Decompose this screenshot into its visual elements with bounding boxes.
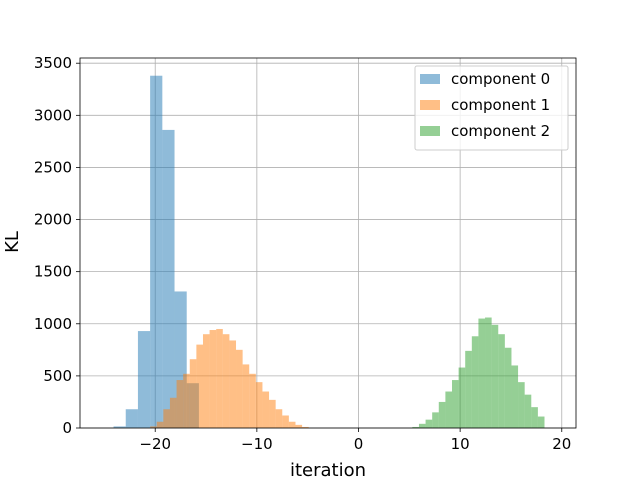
- series-1-bar-17: [262, 391, 270, 428]
- series-2-bar-19: [537, 416, 545, 428]
- legend-label-2: component 2: [451, 122, 550, 140]
- series-2-bars: [412, 317, 545, 428]
- legend: component 0 component 1 component 2: [414, 65, 569, 151]
- legend-label-1: component 1: [451, 96, 550, 114]
- series-1-bar-5: [183, 373, 190, 428]
- y-tick-label-3: 1500: [34, 263, 72, 281]
- series-1-bar-23: [302, 426, 309, 428]
- series-1-bar-21: [288, 421, 296, 428]
- series-1-bar-19: [275, 409, 283, 428]
- series-1-bar-3: [169, 397, 177, 428]
- series-2-bar-3: [432, 412, 439, 428]
- series-1-bar-10: [216, 328, 223, 428]
- series-1-bar-0: [150, 426, 157, 428]
- series-1-bar-22: [295, 424, 303, 428]
- x-tick-label-2: 0: [354, 435, 364, 453]
- x-tick-label-1: −10: [241, 435, 273, 453]
- x-tick-label-3: 10: [451, 435, 470, 453]
- series-1-bar-14: [242, 364, 250, 428]
- series-2-bar-14: [504, 347, 512, 428]
- series-0-bar-4: [162, 129, 175, 428]
- series-2-bar-13: [498, 334, 505, 428]
- series-2-bar-5: [445, 391, 452, 428]
- legend-swatch-0: [420, 74, 440, 84]
- series-1-bar-7: [196, 344, 203, 428]
- series-1-bar-1: [156, 421, 164, 428]
- y-tick-label-0: 0: [62, 419, 72, 437]
- series-0-bar-0: [113, 426, 126, 428]
- series-1-bar-15: [249, 373, 256, 428]
- x-axis-label: iteration: [290, 460, 366, 480]
- series-2-bar-2: [425, 419, 433, 428]
- y-tick-label-5: 2500: [34, 158, 72, 176]
- y-axis-label: KL: [2, 231, 23, 253]
- y-tick-label-2: 1000: [34, 315, 72, 333]
- series-1-bar-11: [222, 334, 230, 428]
- y-tick-label-1: 500: [43, 367, 72, 385]
- x-axis-ticks: −20 −10 0 10 20: [139, 428, 571, 453]
- series-2-bar-12: [491, 324, 499, 428]
- series-0-bar-2: [137, 331, 151, 428]
- series-2-bar-8: [465, 350, 472, 428]
- series-1-bar-6: [189, 359, 197, 428]
- x-tick-label-0: −20: [139, 435, 171, 453]
- x-tick-label-4: 20: [552, 435, 571, 453]
- y-tick-label-4: 2000: [34, 211, 72, 229]
- legend-swatch-1: [420, 100, 440, 110]
- series-2-bar-9: [471, 336, 479, 428]
- series-0-bar-1: [125, 409, 138, 428]
- series-2-bar-18: [531, 407, 538, 428]
- series-1-bar-12: [229, 340, 237, 428]
- series-1-bar-18: [269, 399, 276, 428]
- legend-swatch-2: [420, 126, 440, 136]
- series-1-bar-9: [209, 330, 217, 428]
- histogram-bars: [113, 75, 545, 428]
- y-axis-ticks: 0 500 1000 1500 2000 2500 3000 3500: [34, 54, 80, 437]
- series-2-bar-11: [485, 317, 492, 428]
- series-2-bar-7: [458, 367, 466, 428]
- series-2-bar-17: [524, 394, 532, 428]
- y-tick-label-6: 3000: [34, 106, 72, 124]
- plot-frame: [79, 57, 577, 429]
- series-1-bar-4: [176, 380, 184, 428]
- series-2-bar-16: [518, 382, 525, 428]
- series-2-bar-10: [478, 318, 486, 428]
- series-1-bar-2: [163, 409, 170, 428]
- legend-box: [414, 65, 569, 151]
- series-1-bar-13: [236, 349, 243, 428]
- series-2-bar-4: [438, 401, 446, 428]
- series-1-bars: [150, 328, 309, 428]
- series-2-bar-6: [452, 380, 459, 428]
- axes-frame: [79, 57, 577, 429]
- series-2-bar-1: [418, 423, 426, 428]
- series-2-bar-15: [511, 365, 519, 428]
- series-2-bar-0: [412, 426, 419, 428]
- series-0-bar-3: [150, 75, 163, 428]
- series-1-bar-16: [255, 382, 263, 428]
- legend-label-0: component 0: [451, 70, 550, 88]
- series-1-bar-8: [202, 334, 210, 428]
- y-tick-label-7: 3500: [34, 54, 72, 72]
- series-1-bar-20: [282, 415, 289, 428]
